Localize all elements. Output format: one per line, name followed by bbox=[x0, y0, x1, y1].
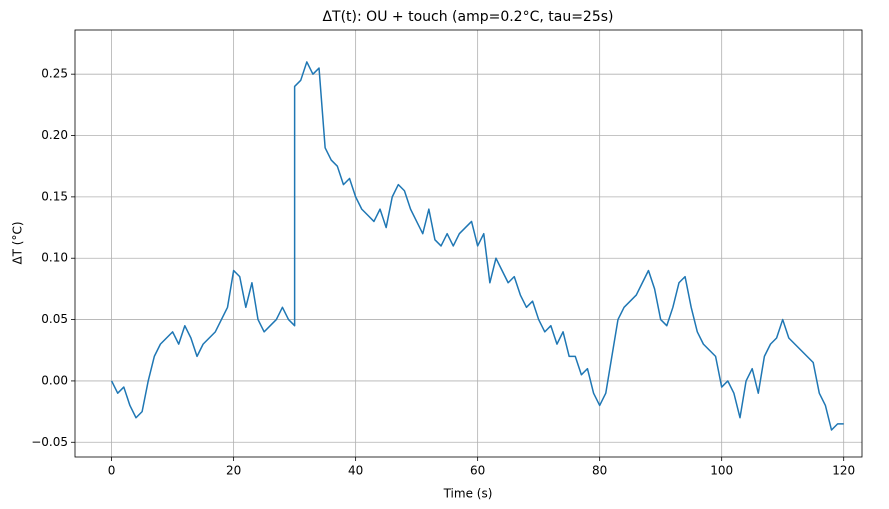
x-tick-label: 0 bbox=[108, 464, 116, 478]
chart-title: ΔT(t): OU + touch (amp=0.2°C, tau=25s) bbox=[322, 9, 613, 25]
y-tick-label: 0.05 bbox=[41, 312, 68, 326]
data-line bbox=[110, 61, 844, 431]
x-tick-label: 20 bbox=[226, 464, 241, 478]
y-tick-label: 0.15 bbox=[41, 189, 68, 203]
y-tick-label: 0.10 bbox=[41, 251, 68, 265]
x-tick-label: 80 bbox=[592, 464, 607, 478]
x-tick-label: 60 bbox=[470, 464, 485, 478]
y-tick-label: 0.25 bbox=[41, 67, 68, 81]
y-tick-label: 0.20 bbox=[41, 128, 68, 142]
plot-frame bbox=[74, 29, 863, 458]
y-axis-label: ΔT (°C) bbox=[11, 221, 25, 264]
y-tick-label: −0.05 bbox=[31, 435, 68, 449]
y-tick-label: 0.00 bbox=[41, 373, 68, 387]
x-tick-label: 120 bbox=[832, 464, 855, 478]
x-tick-label: 40 bbox=[348, 464, 363, 478]
x-tick-label: 100 bbox=[710, 464, 733, 478]
x-axis-label: Time (s) bbox=[443, 487, 493, 501]
